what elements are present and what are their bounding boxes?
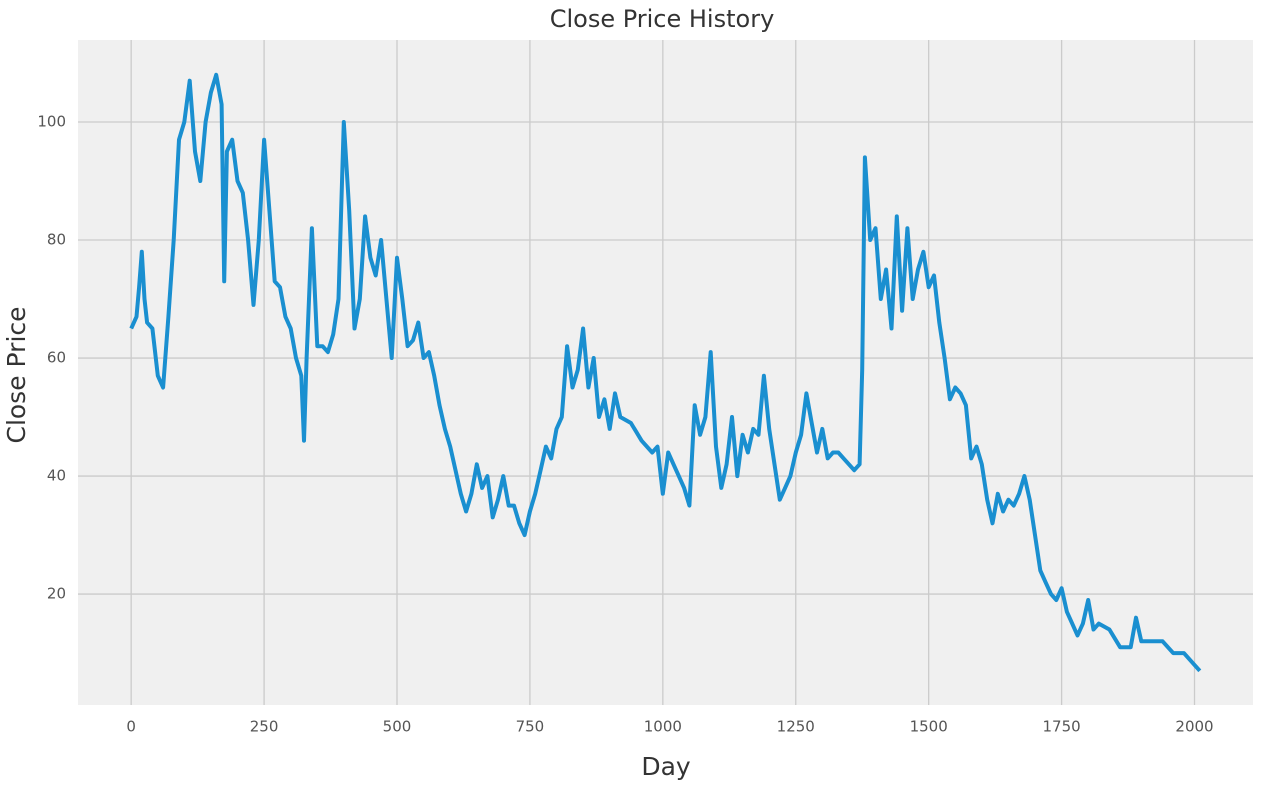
y-tick-label: 100 (37, 113, 66, 131)
x-tick-label: 1500 (910, 718, 948, 736)
y-tick-label: 40 (47, 467, 66, 485)
line (129, 72, 1202, 673)
y-axis-label: Close Price (2, 306, 31, 443)
y-tick-label: 20 (47, 585, 66, 603)
x-tick-label: 500 (383, 718, 412, 736)
x-axis-label: Day (641, 752, 691, 781)
x-tick-label: 750 (516, 718, 545, 736)
y-tick-label: 80 (47, 231, 66, 249)
x-tick-label: 1750 (1043, 718, 1081, 736)
x-tick-label: 1250 (777, 718, 815, 736)
x-tick-label: 250 (250, 718, 279, 736)
plot-area (78, 40, 1253, 705)
y-tick-label: 60 (47, 349, 66, 367)
x-tick-label: 2000 (1175, 718, 1213, 736)
x-tick-label: 1000 (644, 718, 682, 736)
x-tick-label: 0 (126, 718, 136, 736)
chart-title: Close Price History (550, 5, 775, 33)
